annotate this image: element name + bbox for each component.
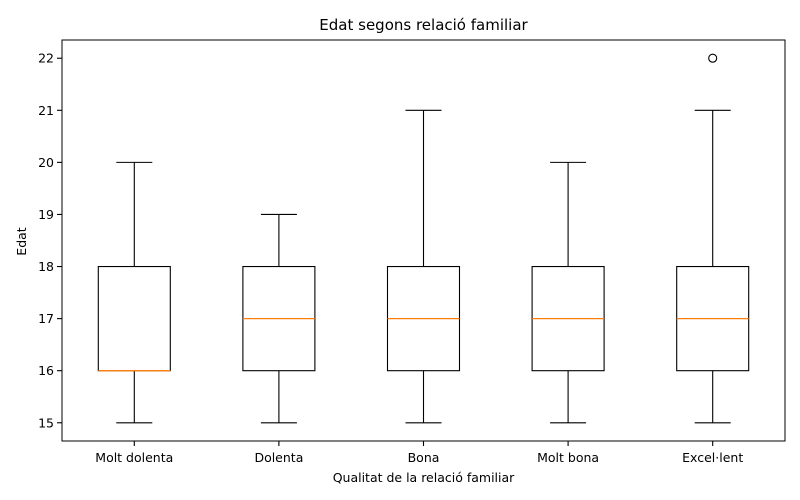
y-tick-label: 18 xyxy=(38,259,54,274)
y-tick-label: 19 xyxy=(38,207,54,222)
chart-title: Edat segons relació familiar xyxy=(319,16,528,34)
x-tick-label: Bona xyxy=(408,450,440,465)
outlier-point xyxy=(708,53,718,63)
y-tick-label: 17 xyxy=(38,311,54,326)
x-tick-label: Molt dolenta xyxy=(95,450,173,465)
y-tick-label: 15 xyxy=(38,415,54,430)
x-tick-label: Excel·lent xyxy=(682,450,743,465)
y-tick-label: 16 xyxy=(38,363,54,378)
x-tick-label: Molt bona xyxy=(537,450,599,465)
x-axis-label: Qualitat de la relació familiar xyxy=(333,470,515,485)
plot-frame xyxy=(61,39,786,442)
y-axis-label: Edat xyxy=(14,227,29,255)
x-tick-label: Dolenta xyxy=(254,450,303,465)
plot-area: 15 16 17 18 19 20 21 22 Molt dolenta Dolenta Bona M… xyxy=(38,39,786,465)
y-tick-label: 21 xyxy=(38,103,54,118)
y-tick-label: 22 xyxy=(38,51,54,66)
y-tick-label: 20 xyxy=(38,155,54,170)
